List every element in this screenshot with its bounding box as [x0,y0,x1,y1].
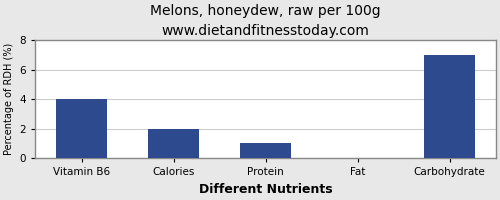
Title: Melons, honeydew, raw per 100g
www.dietandfitnesstoday.com: Melons, honeydew, raw per 100g www.dieta… [150,4,381,38]
Y-axis label: Percentage of RDH (%): Percentage of RDH (%) [4,43,14,155]
Bar [424,55,475,158]
Bar [148,129,199,158]
Bar [240,143,291,158]
Bar [56,99,107,158]
X-axis label: Different Nutrients: Different Nutrients [199,183,332,196]
